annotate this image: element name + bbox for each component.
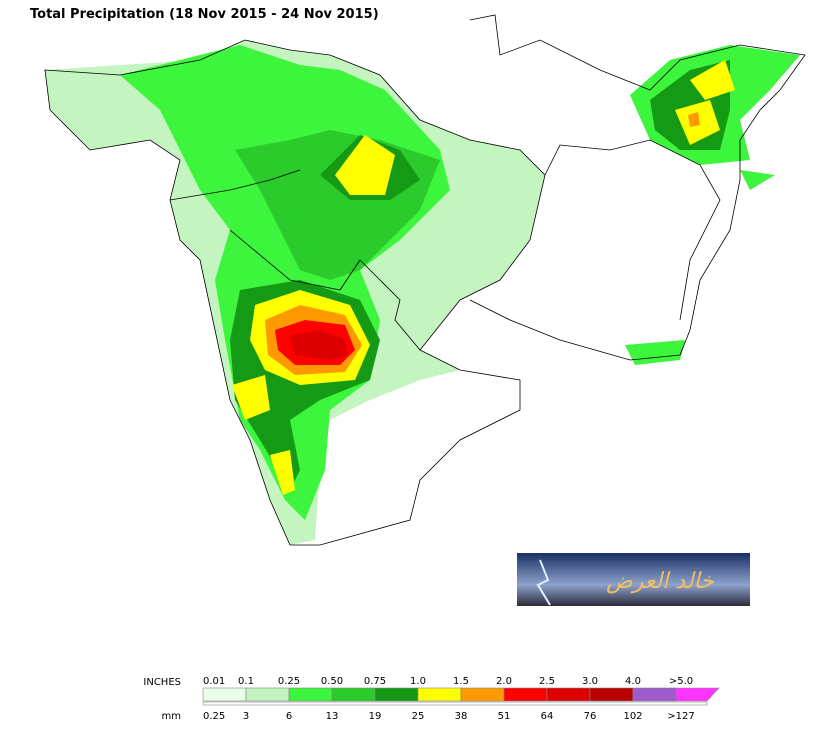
legend-inches-label: INCHES [143, 677, 181, 688]
legend-inches-value: 1.0 [410, 676, 426, 687]
legend-mm-value: 25 [412, 711, 425, 722]
watermark: خالد العرض [606, 569, 714, 594]
legend-inches-value: 1.5 [453, 676, 469, 687]
legend-swatch [245, 687, 290, 702]
legend-swatch [460, 687, 505, 702]
legend-inches-value: 2.5 [539, 676, 555, 687]
legend-mm-value: 38 [455, 711, 468, 722]
legend-mm-value: 76 [584, 711, 597, 722]
legend-mm-value: 3 [243, 711, 249, 722]
legend-mm-value: 0.25 [203, 711, 225, 722]
map-title: Total Precipitation (18 Nov 2015 - 24 No… [30, 7, 379, 22]
legend-swatch [589, 687, 634, 702]
legend-swatch [288, 687, 333, 702]
legend-swatch [374, 687, 419, 702]
legend-inches-value: 0.75 [364, 676, 386, 687]
legend-mm-value: 64 [541, 711, 554, 722]
logo: خالد العرض [517, 553, 750, 606]
legend-mm-value: 6 [286, 711, 292, 722]
legend-mm-label: mm [162, 711, 181, 722]
legend-inches-value: 3.0 [582, 676, 598, 687]
legend-mm-value: 102 [623, 711, 642, 722]
legend-inches-value: 0.25 [278, 676, 300, 687]
legend-swatch [202, 687, 247, 702]
legend-inches-value: 0.1 [238, 676, 254, 687]
legend-inches-value: >5.0 [669, 676, 693, 687]
legend-inches-value: 0.01 [203, 676, 225, 687]
legend-mm-value: 51 [498, 711, 511, 722]
legend-swatch [331, 687, 376, 702]
legend-bar [202, 701, 708, 706]
legend-inches-value: 2.0 [496, 676, 512, 687]
legend-swatch [675, 687, 720, 702]
legend-inches-value: 0.50 [321, 676, 343, 687]
legend-mm-value: 13 [326, 711, 339, 722]
legend-swatch [503, 687, 548, 702]
legend-mm-value: >127 [667, 711, 694, 722]
precipitation [45, 40, 800, 545]
legend-swatch [546, 687, 591, 702]
legend-mm-value: 19 [369, 711, 382, 722]
legend-swatch [417, 687, 462, 702]
legend-swatch [632, 687, 677, 702]
borders [44, 14, 806, 546]
legend: INCHES mm 0.01 0.1 0.25 0.50 0.75 1.0 1.5 2.0 2.… [143, 676, 720, 722]
legend-inches-value: 4.0 [625, 676, 641, 687]
